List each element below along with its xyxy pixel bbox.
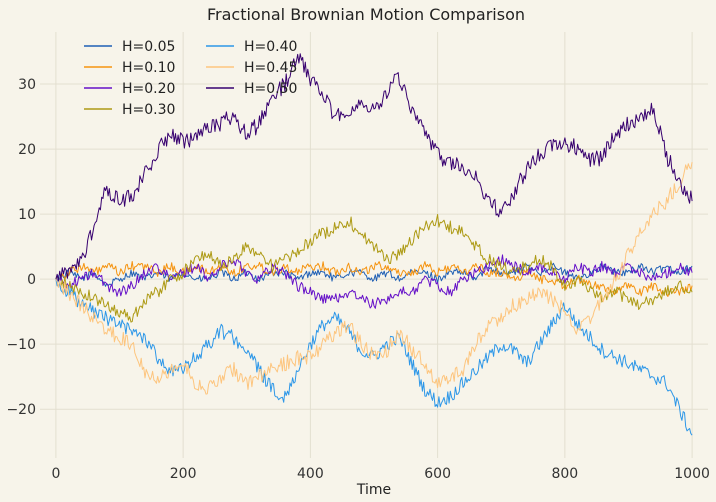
legend: H=0.05 H=0.10 H=0.20 H=0.30 H=0.40 H=0.45 H=0.… (84, 39, 297, 118)
x-tick-label: 0 (51, 466, 60, 482)
x-tick-labels: 0 200 400 600 800 1000 (51, 466, 709, 482)
series-line (55, 254, 693, 309)
x-axis-title: Time (356, 482, 391, 498)
x-tick-label: 400 (297, 466, 324, 482)
y-tick-label: 10 (18, 207, 36, 223)
series-line (55, 275, 693, 436)
y-tick-label: −20 (6, 402, 36, 418)
legend-label: H=0.10 (122, 60, 175, 76)
legend-label: H=0.50 (244, 81, 297, 97)
x-tick-label: 200 (170, 466, 197, 482)
legend-label: H=0.40 (244, 39, 297, 55)
x-tick-label: 1000 (674, 466, 710, 482)
chart-title: Fractional Brownian Motion Comparison (207, 5, 525, 24)
x-tick-label: 800 (551, 466, 578, 482)
y-tick-label: 20 (18, 142, 36, 158)
legend-label: H=0.05 (122, 39, 175, 55)
y-tick-label: 0 (27, 272, 36, 288)
legend-label: H=0.20 (122, 81, 175, 97)
legend-label: H=0.45 (244, 60, 297, 76)
x-tick-label: 600 (424, 466, 451, 482)
legend-label: H=0.30 (122, 102, 175, 118)
y-tick-labels: −20 −10 0 10 20 30 (6, 77, 36, 418)
series-line (55, 53, 693, 282)
series-line (55, 214, 693, 323)
y-tick-label: −10 (6, 337, 36, 353)
y-tick-label: 30 (18, 77, 36, 93)
series-line (55, 162, 693, 395)
series-lines (55, 53, 693, 436)
